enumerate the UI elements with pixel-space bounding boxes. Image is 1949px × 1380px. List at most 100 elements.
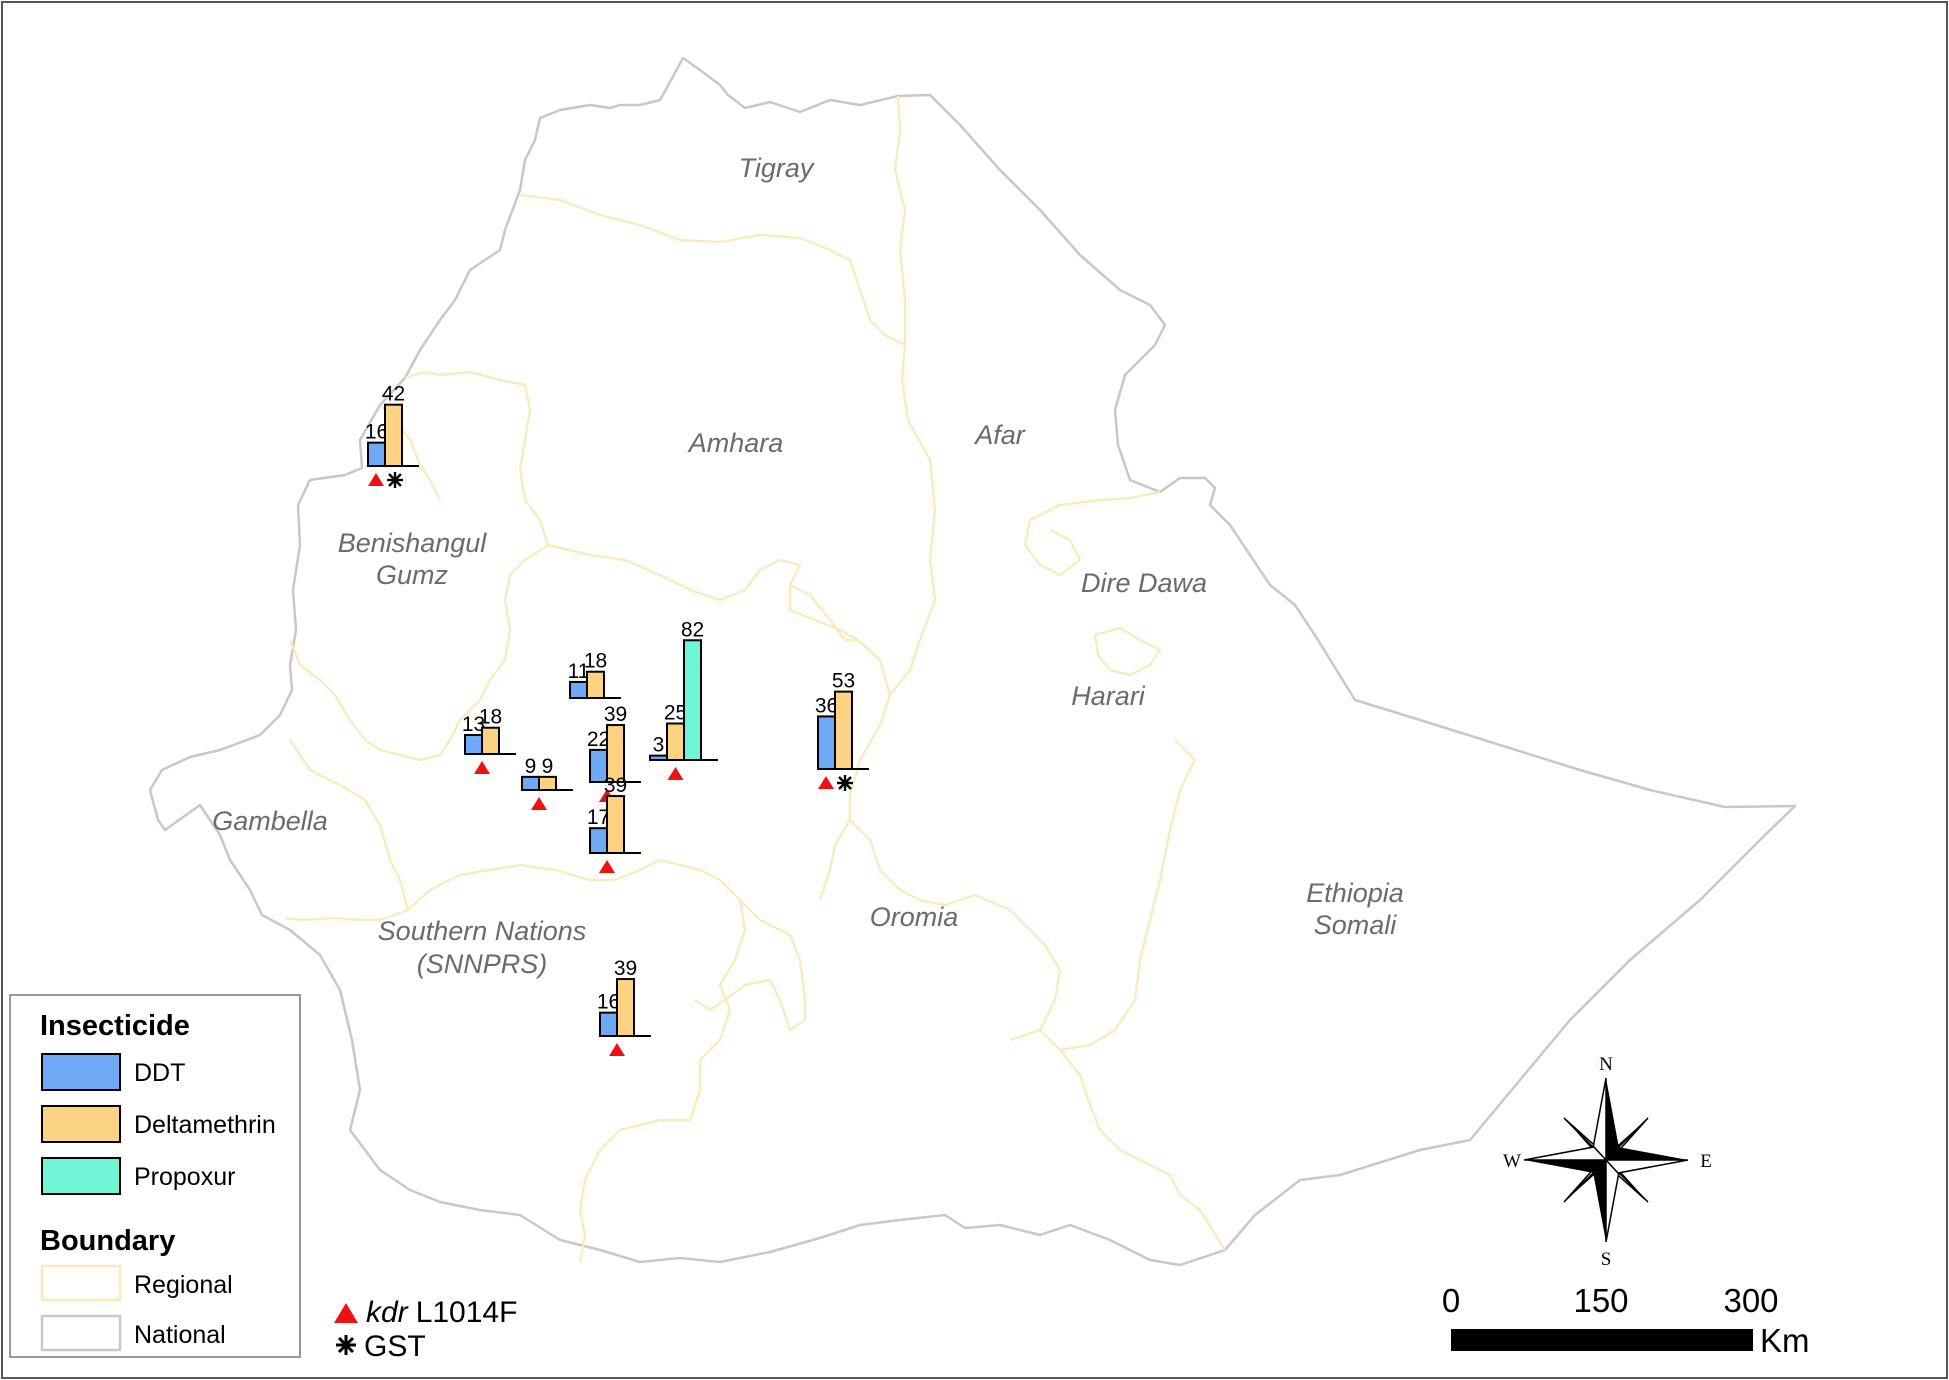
compass-n-label: N — [1599, 1054, 1613, 1075]
gambella-boundary — [284, 739, 410, 922]
compass-w-label: W — [1503, 1151, 1521, 1172]
bar-value-label-deltamethrin: 53 — [832, 670, 855, 693]
kdr-marker-icon — [667, 767, 684, 780]
bar-value-label-propoxur: 82 — [681, 618, 704, 641]
site-chart: 3 25 82 — [649, 618, 718, 780]
region-label-amhara: Amhara — [687, 428, 784, 458]
kdr-marker-icon — [531, 797, 547, 810]
bar-propoxur — [683, 639, 702, 762]
snnprs-east-boundary — [694, 899, 807, 1032]
kdr-marker-icon — [474, 761, 490, 774]
kdr-legend-italic: kdr — [366, 1296, 409, 1329]
bar-value-label-deltamethrin: 42 — [382, 383, 405, 406]
compass-s-label: S — [1601, 1249, 1612, 1270]
region-label-afar: Afar — [973, 420, 1026, 450]
region-label-dire-dawa: Dire Dawa — [1081, 568, 1207, 598]
region-label-somali-line2: Somali — [1314, 910, 1398, 940]
legend-label-deltamethrin: Deltamethrin — [134, 1111, 276, 1139]
region-label-tigray: Tigray — [739, 153, 815, 183]
bar-value-label-ddt: 13 — [462, 713, 485, 736]
bar-value-label-ddt: 36 — [815, 694, 838, 717]
kdr-legend-label: kdr L1014F — [366, 1296, 517, 1329]
bar-ddt — [589, 827, 608, 854]
legend-swatch-regional — [40, 1264, 122, 1302]
legend-swatch-national — [40, 1314, 122, 1352]
bar-ddt — [569, 680, 588, 700]
region-labels: Tigray Amhara Afar Benishangul Gumz Dire… — [212, 153, 1404, 979]
kdr-marker-icon — [609, 1043, 625, 1056]
bar-deltamethrin — [834, 690, 853, 770]
region-label-benishangul-line2: Gumz — [376, 560, 449, 590]
oromia-somali-boundary — [1039, 739, 1226, 1251]
bar-value-label-deltamethrin: 39 — [604, 774, 627, 797]
compass-e-label: E — [1700, 1151, 1712, 1172]
region-label-oromia: Oromia — [870, 902, 959, 932]
snnprs-oromia-boundary — [407, 858, 747, 1263]
dire-dawa-boundary — [1023, 490, 1161, 577]
gst-legend-label: GST — [364, 1330, 426, 1363]
gst-marker-icon — [837, 775, 853, 791]
scale-tick-0: 0 — [1442, 1282, 1460, 1319]
bar-value-label-ddt: 9 — [525, 755, 537, 778]
legend-label-propoxur: Propoxur — [134, 1163, 235, 1191]
bar-value-label-ddt: 16 — [597, 991, 620, 1014]
bar-value-label-ddt: 17 — [587, 806, 610, 829]
bar-deltamethrin — [666, 722, 685, 761]
legend-swatch-propoxur — [41, 1157, 121, 1195]
bar-ddt — [521, 775, 540, 791]
legend-boundary-title: Boundary — [40, 1225, 175, 1257]
region-label-snnprs-line2: (SNNPRS) — [417, 949, 548, 979]
compass-rose: N S E W — [1503, 1054, 1712, 1270]
region-label-harari: Harari — [1071, 681, 1146, 711]
gst-marker-icon — [387, 472, 403, 488]
region-label-gambella: Gambella — [212, 806, 328, 836]
scale-tick-150: 150 — [1573, 1282, 1628, 1319]
bar-value-label-deltamethrin: 39 — [604, 703, 627, 726]
amhara-afar-boundary — [818, 344, 937, 901]
scale-bar: 0 150 300 Km — [1442, 1282, 1810, 1359]
gst-asterisk-icon — [336, 1335, 356, 1355]
bar-ddt — [599, 1011, 618, 1038]
kdr-triangle-icon — [334, 1303, 358, 1323]
national-boundary — [148, 56, 1797, 1267]
bar-value-label-ddt: 22 — [587, 728, 610, 751]
amhara-oromia-boundary — [547, 543, 892, 696]
bar-value-label-deltamethrin: 18 — [479, 706, 502, 729]
legend-insecticide-title: Insecticide — [40, 1010, 190, 1042]
tigray-afar-boundary — [893, 95, 907, 345]
bar-deltamethrin — [538, 775, 557, 791]
marker-legend: kdr L1014F GST — [334, 1296, 517, 1363]
bar-ddt — [817, 715, 836, 771]
kdr-marker-icon — [818, 776, 834, 789]
bar-ddt — [464, 734, 483, 756]
kdr-marker-icon — [599, 860, 615, 873]
scale-unit-label: Km — [1760, 1322, 1810, 1359]
legend-label-national: National — [134, 1321, 226, 1349]
bar-deltamethrin — [586, 670, 605, 699]
kdr-legend-mutation: L1014F — [416, 1296, 518, 1329]
region-label-somali-line1: Ethiopia — [1306, 878, 1404, 908]
bar-value-label-ddt: 3 — [653, 734, 665, 757]
legend-swatch-ddt — [41, 1053, 121, 1091]
bar-value-label-ddt: 16 — [365, 421, 388, 444]
legend-label-ddt: DDT — [134, 1059, 185, 1087]
regional-boundaries — [284, 95, 1226, 1263]
compass-cardinal-points — [1523, 1077, 1689, 1243]
tigray-amhara-boundary — [519, 193, 906, 346]
bar-deltamethrin — [616, 978, 635, 1037]
bar-ddt — [367, 441, 386, 468]
bar-value-label-deltamethrin: 9 — [542, 755, 554, 778]
benishangul-oromia-boundary — [288, 544, 549, 762]
bar-deltamethrin — [481, 726, 500, 755]
